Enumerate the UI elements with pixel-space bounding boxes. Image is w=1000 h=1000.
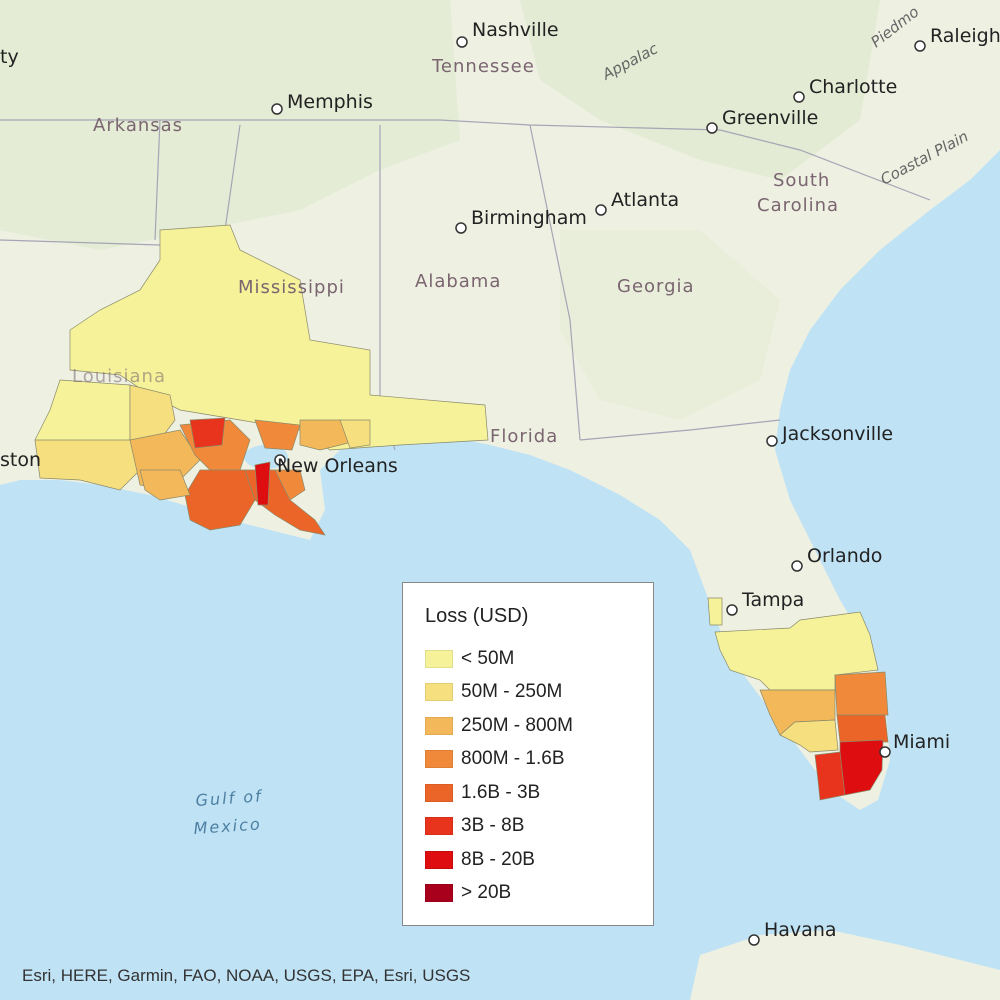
city-marker[interactable] <box>706 122 718 134</box>
city-marker[interactable] <box>791 560 803 572</box>
county-region <box>814 751 846 801</box>
water-label-gulf-2: Mexico <box>193 814 262 838</box>
city-marker[interactable] <box>595 204 607 216</box>
city-marker[interactable] <box>879 746 891 758</box>
legend-label: 50M - 250M <box>461 681 563 703</box>
legend-item: 3B - 8B <box>425 810 631 844</box>
map-attribution[interactable]: Esri, HERE, Garmin, FAO, NOAA, USGS, EPA… <box>22 966 471 985</box>
legend-swatch <box>425 783 453 802</box>
city-markers <box>271 36 926 946</box>
state-label-mississippi: Mississippi <box>238 277 345 298</box>
state-label-south-carolina-1: South <box>773 170 830 191</box>
legend-swatch <box>425 649 453 668</box>
legend-swatch <box>425 716 453 735</box>
legend-item: 1.6B - 3B <box>425 776 631 810</box>
city-marker[interactable] <box>456 36 468 48</box>
terrain <box>520 0 880 180</box>
legend-items: < 50M 50M - 250M 250M - 800M 800M - 1.6B 1.6… <box>425 642 631 910</box>
state-label-tennessee: Tennessee <box>431 56 535 77</box>
county-region <box>129 384 176 441</box>
city-marker[interactable] <box>766 435 778 447</box>
legend-swatch <box>425 683 453 702</box>
county-region <box>779 719 839 753</box>
city-label-memphis: Memphis <box>287 91 373 113</box>
gulf-coast-counties <box>34 224 489 536</box>
city-label-houston: ston <box>0 449 41 471</box>
map-legend: Loss (USD) < 50M 50M - 250M 250M - 800M 800… <box>402 582 654 926</box>
state-label-south-carolina-2: Carolina <box>757 195 839 216</box>
state-label-louisiana: Louisiana <box>72 366 166 387</box>
terrain <box>560 230 780 420</box>
legend-label: < 50M <box>461 647 515 669</box>
city-label-orlando: Orlando <box>807 545 882 567</box>
county-region <box>834 671 889 716</box>
city-marker[interactable] <box>726 604 738 616</box>
city-label-greenville: Greenville <box>722 107 818 129</box>
city-label-nashville: Nashville <box>472 19 559 41</box>
legend-swatch <box>425 850 453 869</box>
legend-label: 8B - 20B <box>461 848 535 870</box>
state-borders <box>0 119 931 451</box>
city-label-raleigh: Raleigh <box>930 25 1000 47</box>
state-label-georgia: Georgia <box>617 276 695 297</box>
city-marker[interactable] <box>455 222 467 234</box>
state-label-florida: Florida <box>490 426 558 447</box>
legend-label: 250M - 800M <box>461 714 573 736</box>
city-label-miami: Miami <box>893 731 950 753</box>
county-region <box>254 461 271 506</box>
county-region <box>339 419 371 449</box>
legend-label: 800M - 1.6B <box>461 748 565 770</box>
county-region <box>254 419 301 451</box>
legend-swatch <box>425 884 453 903</box>
city-label-havana: Havana <box>764 919 837 941</box>
city-label-charlotte: Charlotte <box>809 76 897 98</box>
legend-label: 1.6B - 3B <box>461 781 541 803</box>
terrain <box>0 0 460 250</box>
city-label-new-orleans: New Orleans <box>277 455 398 477</box>
county-region <box>189 417 226 449</box>
county-region <box>707 597 723 626</box>
legend-item: 800M - 1.6B <box>425 743 631 777</box>
city-label-tampa: Tampa <box>741 589 804 611</box>
city-marker[interactable] <box>914 40 926 52</box>
legend-label: 3B - 8B <box>461 815 525 837</box>
city-marker[interactable] <box>274 454 286 466</box>
land <box>690 930 1000 1000</box>
legend-swatch <box>425 817 453 836</box>
florida-counties <box>707 597 889 801</box>
county-region <box>274 469 306 501</box>
legend-item: 8B - 20B <box>425 843 631 877</box>
city-label-atlanta: Atlanta <box>611 189 679 211</box>
city-label-birmingham: Birmingham <box>471 207 587 229</box>
city-label-jacksonville: Jacksonville <box>781 423 893 445</box>
legend-item: 50M - 250M <box>425 676 631 710</box>
legend-item: < 50M <box>425 642 631 676</box>
county-region <box>836 714 889 743</box>
legend-title: Loss (USD) <box>425 605 529 627</box>
county-region <box>139 469 191 501</box>
state-label-arkansas: Arkansas <box>93 115 183 136</box>
city-label-fragment: ty <box>0 46 19 68</box>
city-marker[interactable] <box>793 91 805 103</box>
water-label-gulf-1: Gulf of <box>195 786 264 810</box>
legend-item: 250M - 800M <box>425 709 631 743</box>
legend-item: > 20B <box>425 877 631 911</box>
legend-label: > 20B <box>461 882 512 904</box>
city-marker[interactable] <box>748 934 760 946</box>
state-label-alabama: Alabama <box>415 271 501 292</box>
city-marker[interactable] <box>271 103 283 115</box>
legend-swatch <box>425 750 453 769</box>
